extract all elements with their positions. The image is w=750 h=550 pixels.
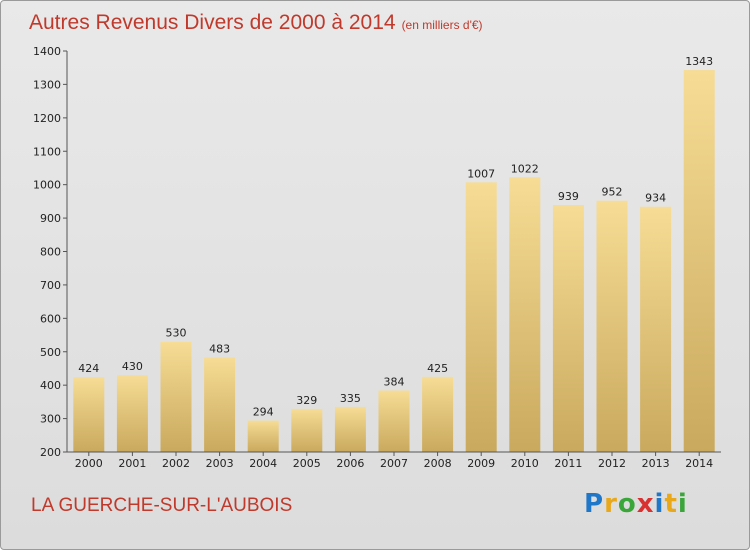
bar-2014	[683, 70, 715, 453]
y-tick-label: 1100	[33, 145, 61, 158]
bar-2008	[422, 376, 454, 452]
logo-letter: t	[664, 489, 678, 519]
y-tick-label: 500	[40, 346, 61, 359]
y-tick-label: 200	[40, 446, 61, 459]
bar-2012	[596, 200, 628, 452]
y-tick-label: 1300	[33, 78, 61, 91]
value-label-2001: 430	[122, 360, 143, 373]
value-label-2004: 294	[253, 406, 274, 419]
y-tick-label: 900	[40, 212, 61, 225]
value-label-2002: 530	[166, 327, 187, 340]
x-tick-label-2011: 2011	[554, 457, 582, 470]
chart-subtitle: (en milliers d'€)	[401, 18, 483, 32]
x-tick-label-2005: 2005	[293, 457, 321, 470]
bar-2004	[247, 420, 279, 452]
bar-2002	[160, 341, 192, 452]
location-label: LA GUERCHE-SUR-L'AUBOIS	[31, 495, 293, 516]
x-tick-label-2003: 2003	[206, 457, 234, 470]
x-tick-label-2010: 2010	[511, 457, 539, 470]
x-tick-label-2007: 2007	[380, 457, 408, 470]
x-tick-label-2006: 2006	[336, 457, 364, 470]
value-label-2012: 952	[602, 186, 623, 199]
value-label-2009: 1007	[467, 167, 495, 180]
y-tick-label: 1400	[33, 45, 61, 58]
value-label-2003: 483	[209, 342, 230, 355]
y-tick-label: 1200	[33, 112, 61, 125]
y-tick-label: 300	[40, 413, 61, 426]
x-tick-label-2002: 2002	[162, 457, 190, 470]
bar-2013	[640, 206, 672, 452]
logo-letter: o	[617, 489, 637, 519]
proxiti-logo: Proxiti	[584, 489, 688, 519]
logo-letter: i	[677, 489, 688, 519]
x-tick-label-2014: 2014	[685, 457, 713, 470]
y-tick-label: 1000	[33, 179, 61, 192]
y-tick-label: 400	[40, 379, 61, 392]
x-tick-label-2009: 2009	[467, 457, 495, 470]
bar-2000	[73, 377, 105, 452]
chart-title: Autres Revenus Divers de 2000 à 2014 (en …	[29, 11, 483, 35]
value-label-2014: 1343	[685, 55, 713, 68]
bar-2007	[378, 390, 410, 452]
logo-letter: i	[654, 489, 665, 519]
logo-letter: x	[636, 489, 655, 519]
x-tick-label-2012: 2012	[598, 457, 626, 470]
y-tick-label: 700	[40, 279, 61, 292]
bar-2005	[291, 408, 323, 452]
logo-letter: r	[604, 489, 618, 519]
value-label-2006: 335	[340, 392, 361, 405]
x-tick-label-2001: 2001	[118, 457, 146, 470]
value-label-2007: 384	[384, 376, 405, 389]
value-label-2010: 1022	[511, 162, 539, 175]
bar-2009	[465, 182, 497, 452]
value-label-2000: 424	[78, 362, 99, 375]
value-label-2011: 939	[558, 190, 579, 203]
y-tick-label: 600	[40, 312, 61, 325]
bar-2006	[334, 406, 366, 452]
bar-2011	[552, 205, 584, 452]
value-label-2013: 934	[645, 192, 666, 205]
x-tick-label-2008: 2008	[424, 457, 452, 470]
chart-title-text: Autres Revenus Divers de 2000 à 2014	[29, 11, 396, 34]
x-tick-label-2013: 2013	[642, 457, 670, 470]
x-tick-label-2000: 2000	[75, 457, 103, 470]
logo-letter: P	[584, 489, 605, 519]
bar-2001	[116, 375, 148, 452]
y-tick-label: 800	[40, 246, 61, 259]
x-tick-label-2004: 2004	[249, 457, 277, 470]
value-label-2008: 425	[427, 362, 448, 375]
bar-2010	[509, 177, 541, 452]
bar-2003	[204, 357, 236, 452]
value-label-2005: 329	[296, 394, 317, 407]
